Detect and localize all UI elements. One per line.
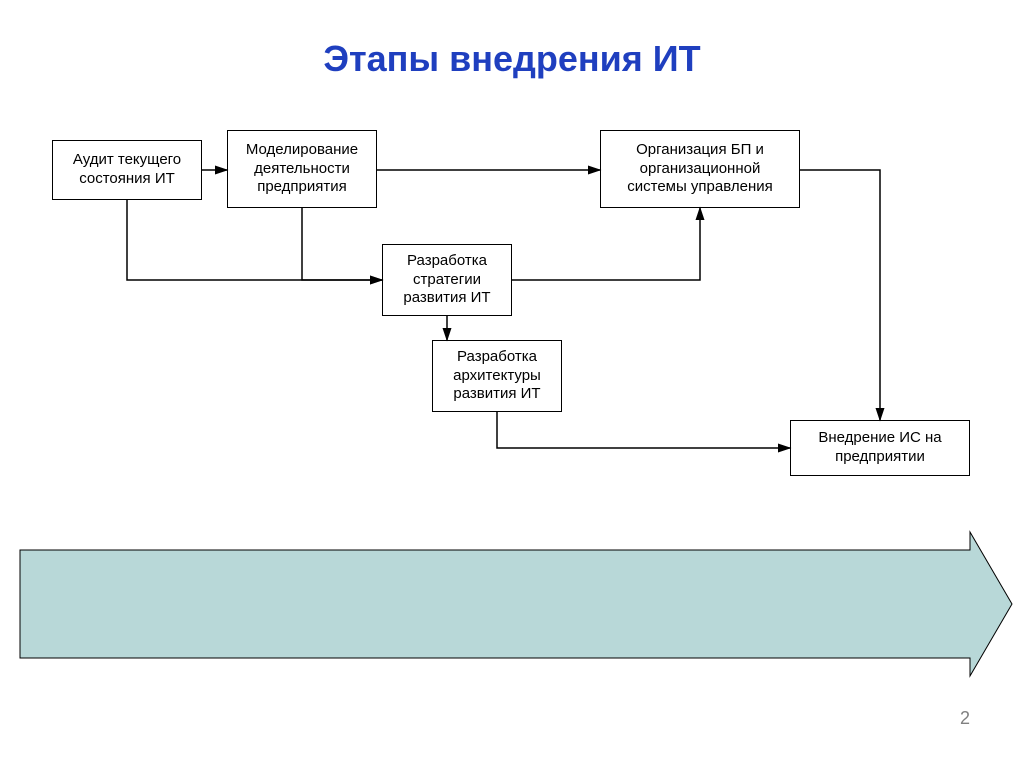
slide: Этапы внедрения ИТ Аудит текущего состоя…: [0, 0, 1024, 767]
flow-node: Аудит текущего состояния ИТ: [52, 140, 202, 200]
arrow-stage-label: Модель деятельности предприятия: [178, 550, 338, 658]
arrow-stage-label: Оптимизированная модель деятельности пре…: [625, 550, 785, 658]
arrow-stage-label: Определение стоимости владения ИТ инфрас…: [23, 550, 183, 658]
flow-node: Разработка стратегии развития ИТ: [382, 244, 512, 316]
flow-node: Организация БП и организационной системы…: [600, 130, 800, 208]
arrow-stage-label: Портфель инвестиционных проектов Обзор И…: [332, 550, 492, 658]
flow-node: Внедрение ИС на предприятии: [790, 420, 970, 476]
page-number: 2: [960, 708, 970, 729]
flow-node: Моделирование деятельности предприятия: [227, 130, 377, 208]
arrow-stage-label: Архитектура КИС: [476, 550, 636, 658]
flow-edge: [302, 208, 382, 280]
flow-node: Разработка архитектуры развития ИТ: [432, 340, 562, 412]
flow-edge: [800, 170, 880, 420]
arrow-stage-label: Действующая КИС: [790, 550, 950, 658]
slide-title: Этапы внедрения ИТ: [0, 38, 1024, 80]
flow-edge: [497, 412, 790, 448]
flow-edge: [512, 208, 700, 280]
flow-edge: [127, 200, 382, 280]
